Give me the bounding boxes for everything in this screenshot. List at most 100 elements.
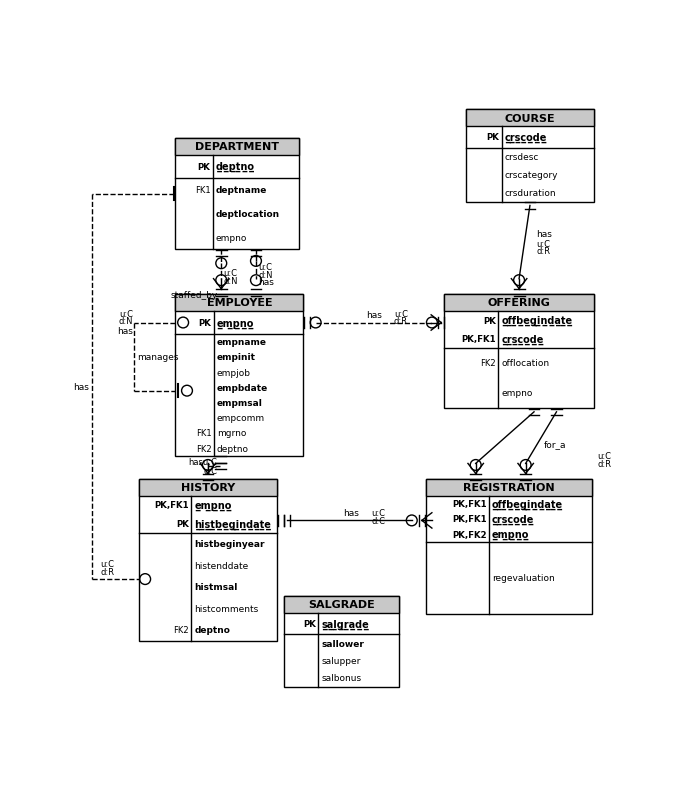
Text: empcomm: empcomm (217, 414, 265, 423)
Text: manages: manages (137, 353, 178, 362)
Text: u:C: u:C (394, 310, 408, 318)
Bar (175, 294, 303, 311)
Text: has: has (73, 383, 89, 391)
Text: crsduration: crsduration (505, 189, 557, 198)
Text: crscategory: crscategory (505, 171, 558, 180)
Bar (175, 139, 299, 156)
Text: PK,FK1: PK,FK1 (452, 515, 486, 524)
Text: s̲a̲l̲g̲r̲a̲d̲e̲: s̲a̲l̲g̲r̲a̲d̲e̲ (322, 618, 369, 629)
Text: PK: PK (199, 318, 211, 327)
Text: u:C: u:C (536, 240, 550, 249)
Text: d:N: d:N (118, 317, 132, 326)
Text: c̲r̲s̲c̲o̲d̲e̲: c̲r̲s̲c̲o̲d̲e̲ (505, 132, 547, 143)
Text: staffed_by: staffed_by (170, 290, 217, 299)
Text: regevaluation: regevaluation (492, 573, 555, 582)
Text: REGISTRATION: REGISTRATION (463, 483, 555, 492)
Text: has: has (117, 326, 132, 335)
Text: FK2: FK2 (173, 626, 189, 634)
Text: deptlocation: deptlocation (216, 210, 280, 219)
Text: histbeginyear: histbeginyear (195, 539, 265, 549)
Text: empjob: empjob (217, 368, 251, 377)
Text: d:R: d:R (536, 247, 550, 256)
Text: has: has (344, 508, 359, 517)
Bar (444, 294, 594, 311)
Text: empno: empno (501, 389, 533, 398)
Text: empno: empno (216, 233, 247, 243)
Text: d:R: d:R (598, 460, 612, 468)
Text: PK: PK (486, 133, 500, 142)
Text: PK: PK (303, 619, 316, 628)
Text: empmsal: empmsal (217, 399, 263, 407)
Text: COURSE: COURSE (504, 114, 555, 124)
Bar (426, 480, 592, 496)
Text: DEPARTMENT: DEPARTMENT (195, 142, 279, 152)
Text: histenddate: histenddate (195, 561, 248, 570)
Text: d:N: d:N (258, 270, 273, 279)
Text: c̲r̲s̲c̲o̲d̲e̲: c̲r̲s̲c̲o̲d̲e̲ (492, 514, 535, 525)
Text: FK1: FK1 (196, 429, 211, 438)
Text: u:C: u:C (598, 452, 612, 460)
Text: deptname: deptname (216, 186, 267, 195)
Bar (175, 139, 299, 250)
Text: empname: empname (217, 338, 267, 346)
Text: e̲m̲p̲n̲o̲: e̲m̲p̲n̲o̲ (217, 318, 254, 328)
Bar (175, 294, 303, 456)
Text: OFFERING: OFFERING (488, 298, 551, 308)
Bar (466, 110, 594, 127)
Bar (466, 110, 594, 202)
Text: salbonus: salbonus (322, 674, 362, 683)
Text: u:C: u:C (119, 310, 132, 318)
Text: PK,FK1: PK,FK1 (452, 500, 486, 508)
Text: empinit: empinit (217, 353, 256, 362)
Bar (426, 480, 592, 614)
Bar (139, 480, 277, 641)
Text: hasu:C: hasu:C (188, 458, 217, 467)
Text: u:C: u:C (258, 262, 273, 271)
Text: FK2: FK2 (196, 444, 211, 453)
Text: d:R: d:R (100, 567, 115, 576)
Text: d:R: d:R (394, 317, 408, 326)
Text: PK,FK1: PK,FK1 (461, 334, 496, 344)
Text: o̲f̲f̲b̲e̲g̲i̲n̲d̲a̲t̲e̲: o̲f̲f̲b̲e̲g̲i̲n̲d̲a̲t̲e̲ (501, 316, 573, 326)
Text: u:C: u:C (224, 269, 237, 277)
Text: h̲i̲s̲t̲b̲e̲g̲i̲n̲d̲a̲t̲e̲: h̲i̲s̲t̲b̲e̲g̲i̲n̲d̲a̲t̲e̲ (195, 519, 271, 529)
Text: deptno: deptno (217, 444, 249, 453)
Text: u:C: u:C (371, 508, 386, 517)
Text: mgrno: mgrno (217, 429, 246, 438)
Text: PK: PK (483, 316, 496, 326)
Bar (284, 596, 399, 687)
Text: for_a: for_a (543, 439, 566, 448)
Bar (139, 480, 277, 496)
Text: has: has (258, 277, 274, 287)
Text: histmsal: histmsal (195, 582, 238, 591)
Text: PK,FK1: PK,FK1 (155, 501, 189, 510)
Text: histcomments: histcomments (195, 604, 259, 613)
Text: salupper: salupper (322, 656, 361, 665)
Text: e̲m̲p̲n̲o̲: e̲m̲p̲n̲o̲ (492, 529, 529, 540)
Text: c̲r̲s̲c̲o̲d̲e̲: c̲r̲s̲c̲o̲d̲e̲ (501, 334, 544, 344)
Text: sallower: sallower (322, 638, 364, 648)
Text: offlocation: offlocation (501, 359, 549, 368)
Text: FK2: FK2 (480, 359, 496, 368)
Text: d:C: d:C (203, 466, 217, 476)
Text: HISTORY: HISTORY (181, 483, 235, 492)
Text: SALGRADE: SALGRADE (308, 600, 375, 610)
Text: empbdate: empbdate (217, 383, 268, 392)
Bar (284, 596, 399, 613)
Text: e̲m̲p̲n̲o̲: e̲m̲p̲n̲o̲ (195, 500, 232, 510)
Text: PK: PK (176, 520, 189, 529)
Text: d:C: d:C (371, 516, 386, 525)
Text: FK1: FK1 (195, 186, 210, 195)
Bar (444, 294, 594, 408)
Text: has: has (536, 230, 552, 239)
Text: o̲f̲f̲b̲e̲g̲i̲n̲d̲a̲t̲e̲: o̲f̲f̲b̲e̲g̲i̲n̲d̲a̲t̲e̲ (492, 499, 563, 509)
Text: has: has (366, 311, 382, 320)
Text: d:N: d:N (224, 277, 238, 286)
Text: d̲e̲p̲t̲n̲o̲: d̲e̲p̲t̲n̲o̲ (216, 162, 255, 172)
Text: u:C: u:C (100, 560, 115, 569)
Text: PK: PK (197, 163, 210, 172)
Text: EMPLOYEE: EMPLOYEE (206, 298, 272, 308)
Text: deptno: deptno (195, 626, 230, 634)
Text: PK,FK2: PK,FK2 (452, 530, 486, 539)
Text: crsdesc: crsdesc (505, 153, 540, 162)
